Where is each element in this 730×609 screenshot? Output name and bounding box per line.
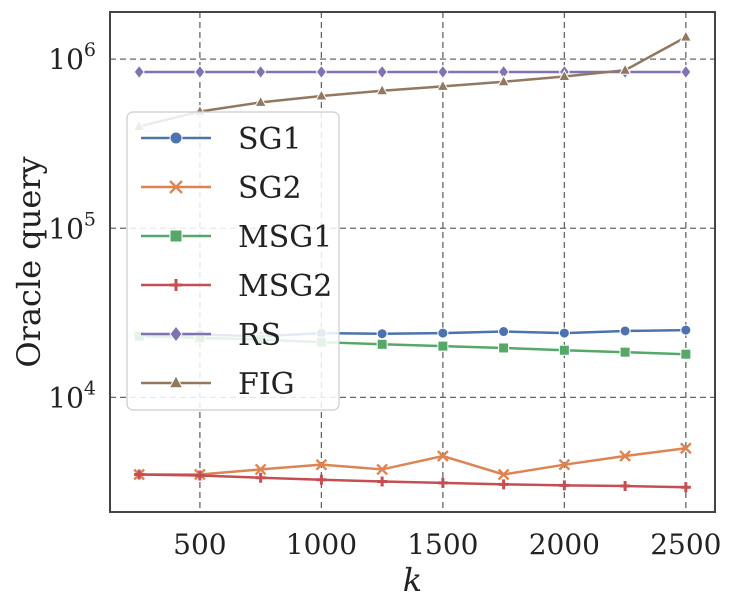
data-point-msg2 bbox=[377, 476, 388, 487]
legend-marker-sg1 bbox=[169, 131, 183, 145]
data-point-fig bbox=[558, 69, 571, 81]
x-tick-label: 2500 bbox=[650, 528, 721, 561]
data-point-rs bbox=[315, 64, 328, 80]
data-point-rs bbox=[437, 64, 449, 80]
y-axis-label: Oracle query bbox=[10, 156, 48, 367]
data-point-rs bbox=[194, 64, 206, 80]
data-point-msg1 bbox=[619, 346, 631, 358]
data-point-sg2 bbox=[254, 463, 267, 476]
data-point-sg2 bbox=[497, 468, 510, 481]
data-point-sg2 bbox=[376, 463, 388, 476]
legend-label: SG2 bbox=[238, 171, 302, 206]
y-tick-labels: 104 105 106 bbox=[48, 39, 96, 414]
data-point-sg1 bbox=[437, 327, 449, 339]
data-point-msg1 bbox=[558, 344, 570, 356]
series-fig bbox=[132, 30, 693, 131]
legend-item-rs: RS bbox=[141, 318, 281, 353]
legend-label: RS bbox=[238, 318, 281, 353]
series-line-fig bbox=[138, 36, 687, 128]
series-lines bbox=[132, 30, 693, 493]
data-point-msg1 bbox=[437, 340, 449, 352]
data-point-msg2 bbox=[620, 481, 631, 492]
x-tick-label: 2000 bbox=[529, 528, 600, 561]
legend-marker-fig bbox=[168, 374, 184, 389]
data-point-sg1 bbox=[498, 326, 510, 338]
legend: SG1 SG2 MSG1 MSG2 RS FIG bbox=[126, 111, 340, 411]
data-point-rs bbox=[133, 64, 145, 80]
data-point-sg1 bbox=[376, 328, 388, 340]
data-point-msg2 bbox=[316, 474, 327, 485]
y-tick-label: 105 bbox=[48, 208, 96, 245]
series-msg2 bbox=[134, 469, 691, 493]
legend-item-msg1: MSG1 bbox=[141, 220, 332, 255]
data-point-msg2 bbox=[559, 480, 570, 491]
data-point-sg2 bbox=[619, 450, 631, 462]
legend-marker-msg1 bbox=[169, 229, 183, 243]
data-point-sg2 bbox=[437, 450, 449, 462]
series-line-sg2 bbox=[139, 447, 687, 476]
data-point-sg2 bbox=[679, 442, 692, 455]
series-line-msg2 bbox=[139, 473, 686, 489]
legend-label: MSG1 bbox=[238, 220, 332, 255]
data-point-fig bbox=[375, 83, 389, 96]
data-point-sg1 bbox=[680, 324, 692, 336]
data-point-msg2 bbox=[255, 472, 266, 483]
plot-frame bbox=[109, 11, 716, 513]
y-tick-label: 106 bbox=[48, 39, 96, 76]
data-point-sg2 bbox=[558, 458, 571, 471]
data-point-msg1 bbox=[498, 342, 510, 354]
data-point-rs bbox=[255, 64, 267, 80]
legend-label: MSG2 bbox=[238, 269, 332, 304]
legend-label: SG1 bbox=[238, 122, 302, 157]
data-point-msg1 bbox=[376, 338, 388, 350]
data-point-rs bbox=[680, 64, 692, 80]
data-point-msg2 bbox=[134, 469, 145, 480]
data-point-rs bbox=[376, 64, 388, 80]
data-point-sg1 bbox=[558, 327, 570, 339]
legend-marker-rs bbox=[169, 325, 183, 343]
data-point-fig bbox=[679, 30, 693, 42]
data-point-msg2 bbox=[680, 482, 691, 493]
legend-item-sg1: SG1 bbox=[141, 122, 302, 157]
legend-item-fig: FIG bbox=[141, 367, 295, 402]
data-point-fig bbox=[254, 95, 267, 107]
legend-box bbox=[126, 111, 340, 411]
data-point-sg2 bbox=[315, 458, 328, 471]
legend-marker-msg2 bbox=[170, 279, 182, 291]
data-point-fig bbox=[618, 63, 632, 75]
legend-item-sg2: SG2 bbox=[141, 171, 302, 206]
x-axis-label: k bbox=[403, 561, 422, 599]
data-point-sg1 bbox=[619, 325, 631, 337]
data-point-fig bbox=[436, 79, 450, 91]
data-point-msg2 bbox=[498, 479, 509, 490]
legend-marker-sg2 bbox=[169, 180, 183, 194]
x-tick-labels: 500 1000 1500 2000 2500 bbox=[173, 528, 721, 561]
x-tick-label: 1000 bbox=[286, 528, 357, 561]
data-point-msg1 bbox=[680, 348, 692, 360]
data-point-fig bbox=[497, 74, 510, 87]
data-point-msg2 bbox=[437, 477, 448, 488]
data-point-msg2 bbox=[194, 470, 205, 481]
legend-label: FIG bbox=[238, 367, 295, 402]
x-tick-label: 1500 bbox=[407, 528, 478, 561]
x-tick-label: 500 bbox=[173, 528, 226, 561]
legend-item-msg2: MSG2 bbox=[141, 269, 332, 304]
series-sg2 bbox=[133, 442, 692, 481]
y-tick-label: 104 bbox=[48, 377, 96, 414]
data-point-fig bbox=[315, 89, 328, 101]
